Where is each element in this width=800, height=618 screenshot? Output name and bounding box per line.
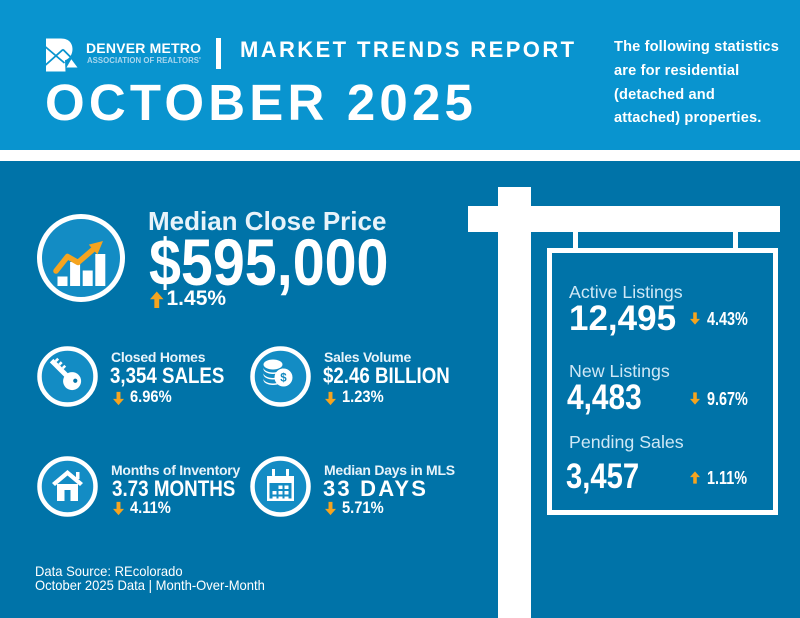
- svg-text:$: $: [280, 373, 287, 385]
